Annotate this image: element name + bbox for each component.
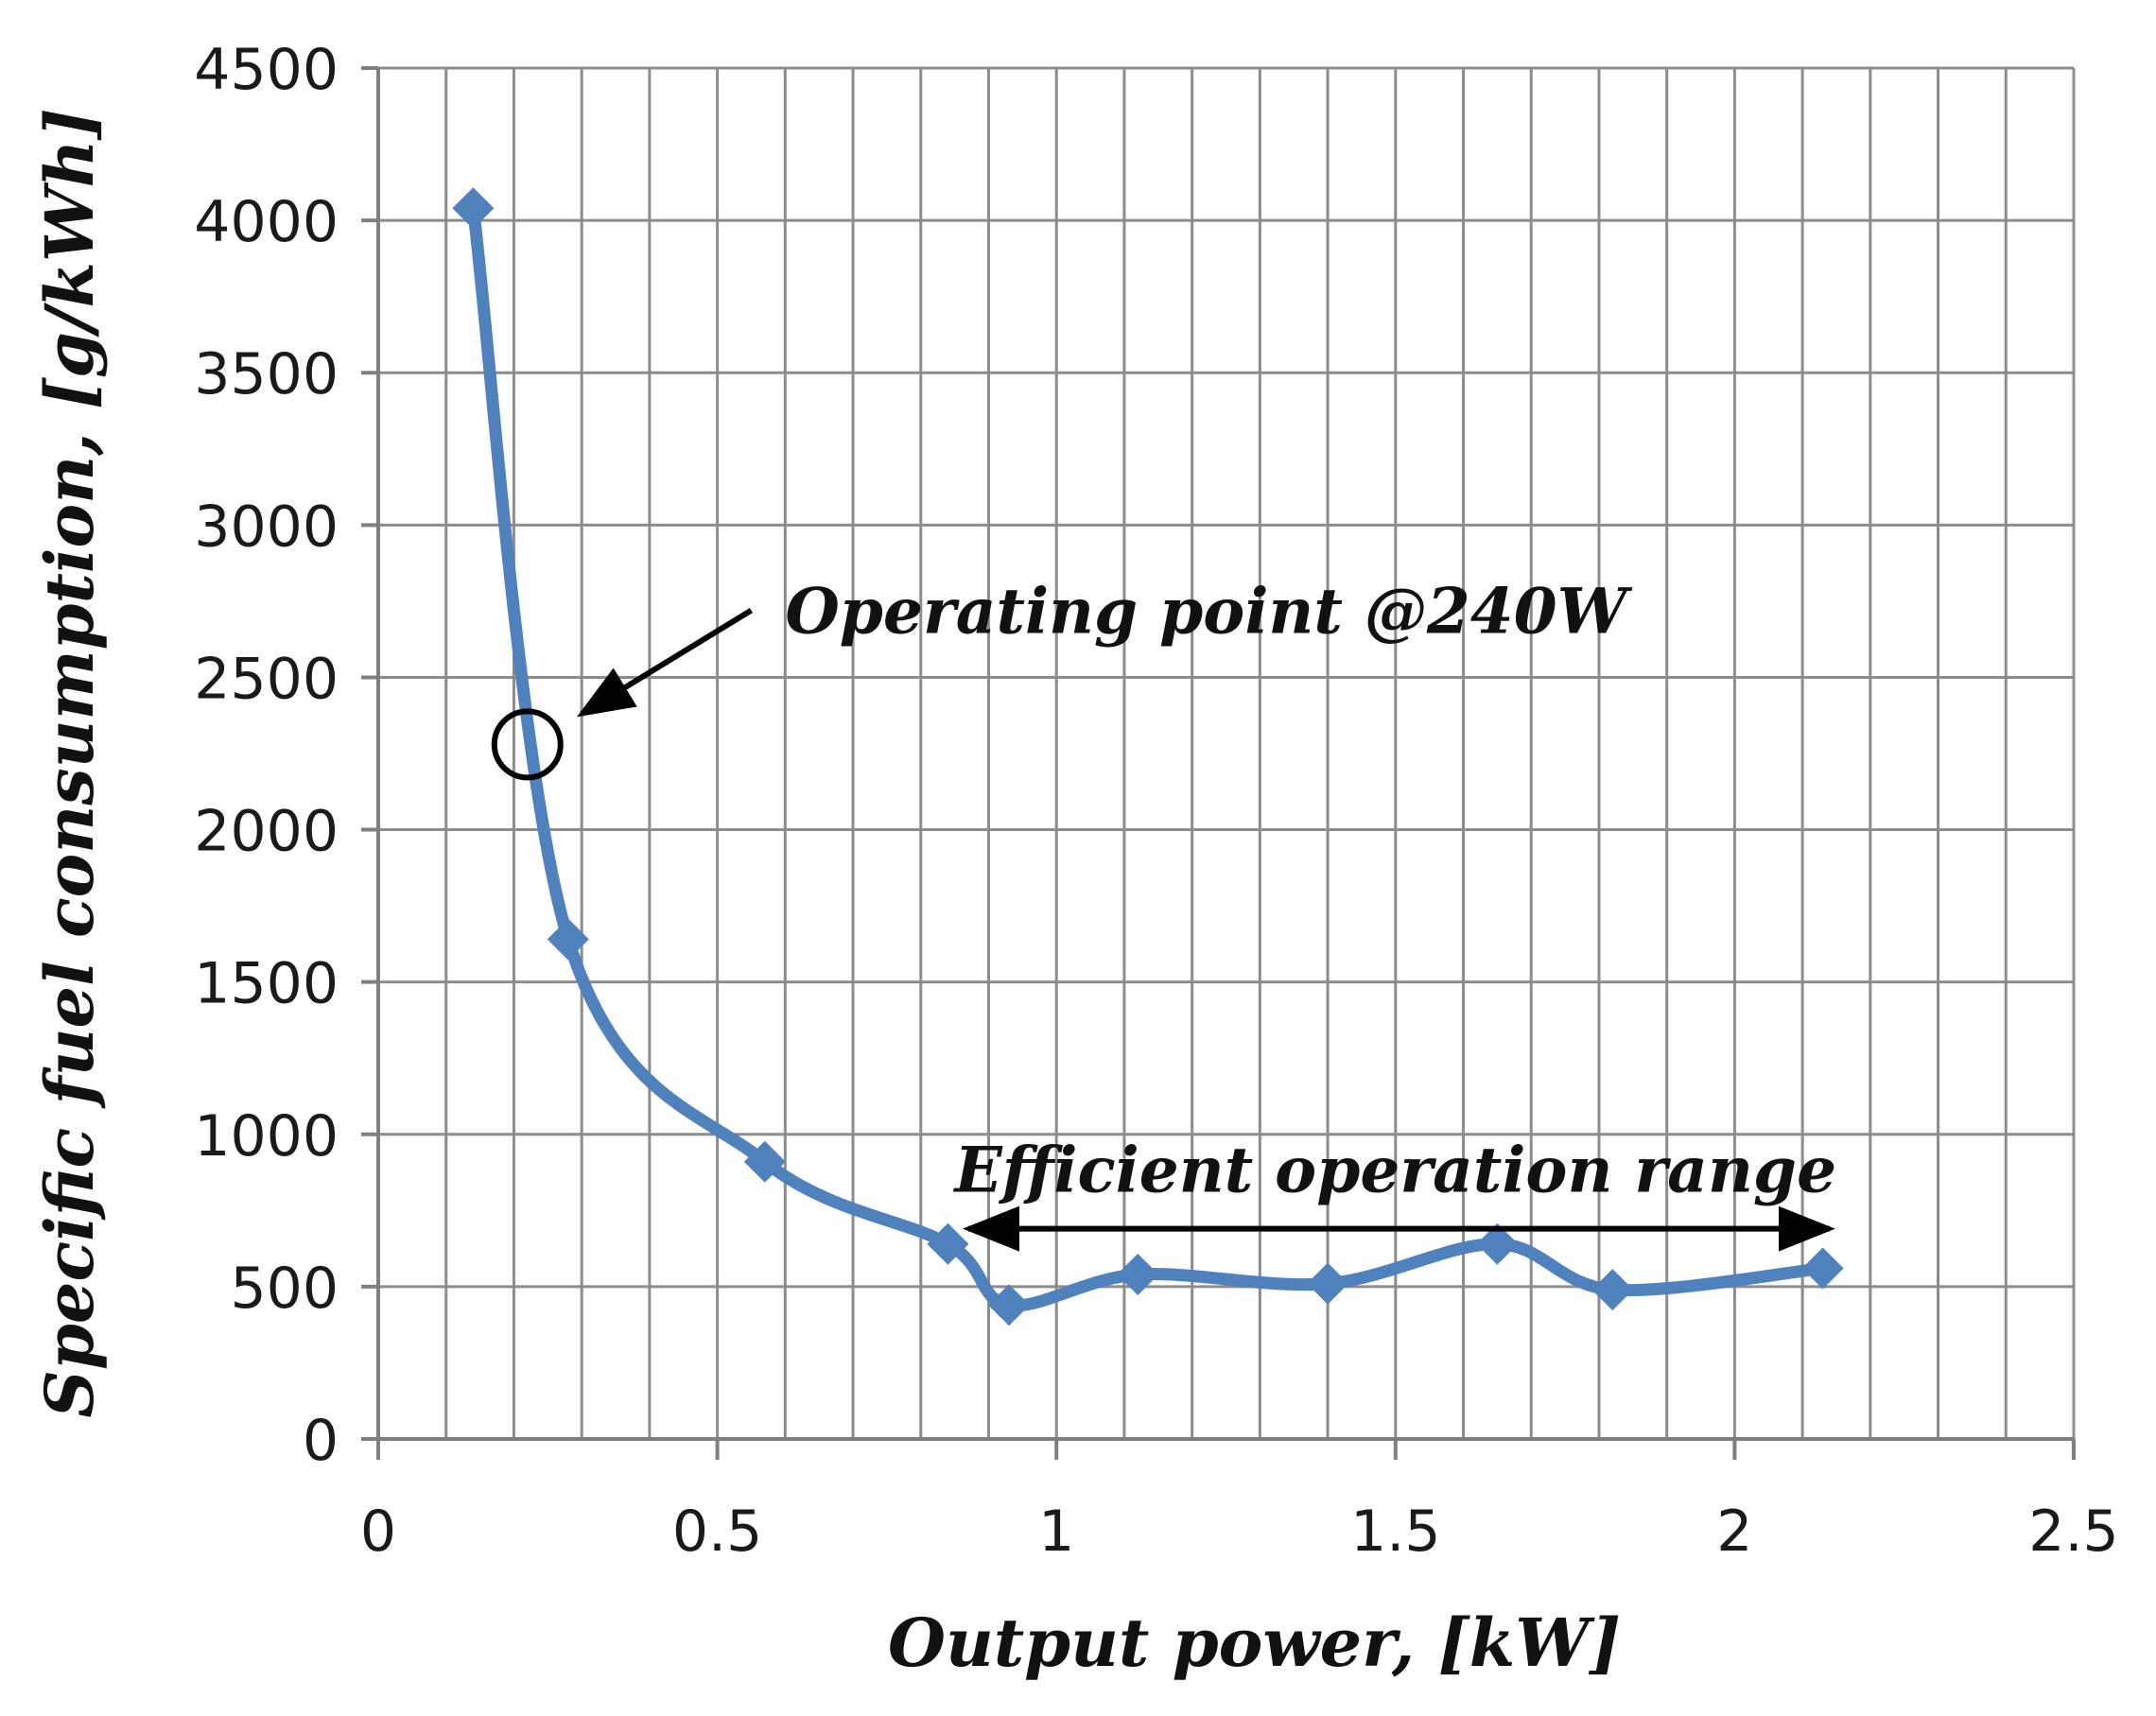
tick-labels: 0 0.5 1 1.5 2 2.5 0 500 1000 1500 2000 2500 3000 3500… [194, 37, 2118, 1565]
gridlines [376, 66, 2076, 1441]
data-point-marker [1307, 1262, 1349, 1305]
x-axis-title: Output power, [kW] [888, 1603, 1621, 1682]
x-tick-label: 0 [360, 1499, 396, 1565]
x-tick-label: 1 [1038, 1499, 1074, 1565]
x-tick-label: 0.5 [672, 1499, 762, 1565]
y-axis-title: Specific fuel consumption, [g/kWh] [30, 108, 109, 1417]
x-tick-label: 2 [1716, 1499, 1752, 1565]
y-tick-label: 2500 [194, 646, 339, 712]
operating-point-arrow [577, 607, 754, 718]
data-point-marker [987, 1284, 1030, 1326]
y-tick-label: 0 [303, 1408, 339, 1474]
data-point-marker [743, 1140, 786, 1183]
operating-point-label: Operating point @240W [785, 575, 1632, 649]
series-layer [452, 187, 1844, 1326]
y-tick-label: 3500 [194, 341, 339, 407]
operating-point-circle [491, 708, 564, 781]
y-tick-label: 500 [230, 1256, 339, 1322]
annotations-layer: Operating point @240W Efficient operation… [491, 575, 1837, 1252]
y-tick-label: 1000 [194, 1103, 339, 1170]
y-tick-label: 4000 [194, 189, 339, 255]
y-tick-label: 2000 [194, 799, 339, 865]
x-tick-label: 2.5 [2028, 1499, 2118, 1565]
data-point-marker [927, 1222, 969, 1265]
y-tick-label: 4500 [194, 37, 339, 103]
data-point-marker [1117, 1254, 1159, 1295]
data-point-marker [452, 187, 495, 230]
y-tick-label: 3000 [194, 494, 339, 560]
axes [361, 66, 2076, 1460]
efficient-range-label: Efficient operation range [953, 1133, 1837, 1206]
x-tick-label: 1.5 [1350, 1499, 1440, 1565]
data-point-marker [547, 918, 589, 961]
data-point-marker [1801, 1247, 1844, 1290]
data-point-marker [1591, 1269, 1634, 1311]
y-tick-label: 1500 [194, 951, 339, 1017]
